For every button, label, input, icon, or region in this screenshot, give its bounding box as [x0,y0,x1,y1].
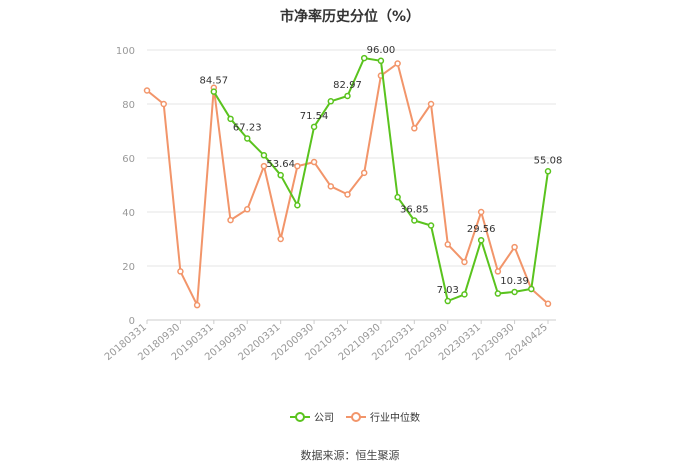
data-point-industry [143,87,151,94]
data-point-industry [193,301,201,309]
series-line-industry [146,62,549,307]
y-tick-label: 80 [122,100,135,111]
data-label: 96.00 [367,45,396,56]
data-point-company [494,290,502,297]
data-point-company [210,88,218,95]
data-point-industry [177,268,184,275]
data-point-company [294,202,301,209]
data-point-company [227,115,234,123]
data-point-company [427,222,435,229]
data-point-industry [227,216,234,224]
data-point-company [477,236,485,244]
chart-title: 市净率历史分位（%） [279,9,421,25]
legend-marker [351,412,361,422]
data-label: 10.39 [500,276,529,287]
data-point-industry [461,258,468,266]
data-label: 67.23 [233,122,262,133]
data-point-company [260,152,268,159]
series-line-company [212,57,549,302]
legend-label: 公司 [314,413,334,424]
data-point-industry [244,206,251,213]
data-point-company [394,193,401,201]
data-point-company [544,168,552,175]
data-point-company [360,54,368,62]
data-point-industry [160,100,167,108]
y-tick-label: 100 [116,46,135,57]
data-point-company [327,98,335,105]
y-tick-label: 20 [122,262,135,273]
data-point-industry [511,243,518,251]
data-point-company [528,285,535,293]
data-point-industry [444,241,451,248]
y-tick-label: 0 [129,316,135,327]
data-label: 55.08 [534,155,563,166]
y-tick-label: 40 [122,208,135,219]
y-tick-label: 60 [122,154,135,165]
data-point-company [277,171,284,179]
data-point-industry [310,158,318,166]
data-label: 71.54 [300,111,329,122]
data-point-company [411,217,418,224]
data-point-company [461,291,468,298]
data-point-industry [360,169,368,177]
data-point-company [310,123,318,131]
data-point-company [511,288,518,296]
data-point-industry [260,162,268,170]
data-label: 7.03 [437,285,459,296]
data-point-industry [394,60,401,67]
legend-marker [295,412,305,422]
data-label: 84.57 [200,76,229,87]
data-label: 36.85 [400,205,429,216]
data-point-company [244,135,251,142]
data-point-industry [344,191,351,198]
data-label: 53.64 [266,159,295,170]
data-label: 82.97 [333,80,362,91]
data-point-industry [327,183,335,190]
data-point-industry [411,125,418,132]
data-point-industry [427,100,435,108]
data-point-industry [494,268,502,275]
data-point-industry [294,162,301,170]
data-point-industry [544,300,552,308]
data-point-company [344,92,351,100]
data-point-industry [477,208,485,216]
legend-label: 行业中位数 [370,411,420,424]
data-label: 29.56 [467,224,496,235]
data-point-company [377,57,385,65]
data-point-industry [277,235,284,243]
data-point-company [444,297,451,305]
data-source-note: 数据来源：恒生聚源 [300,449,400,462]
